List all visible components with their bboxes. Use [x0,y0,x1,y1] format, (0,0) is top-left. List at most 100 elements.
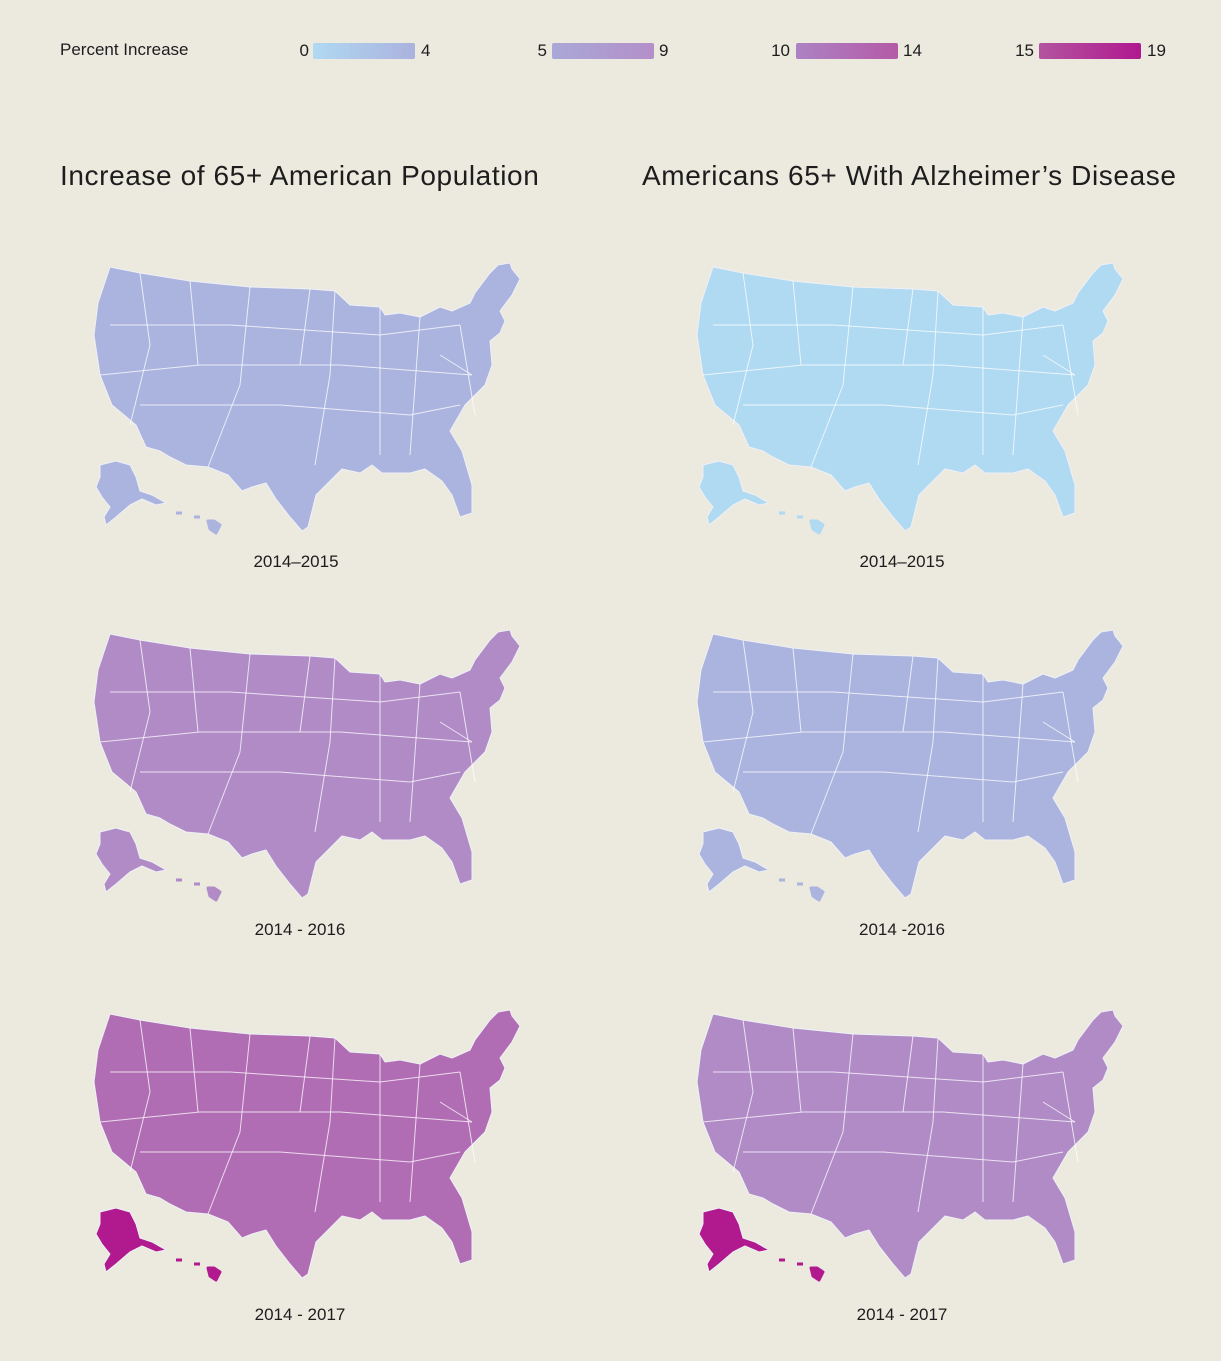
state-border [99,731,473,743]
legend-min: 15 [1015,41,1034,60]
state-border [99,364,473,376]
legend-max: 9 [659,41,669,60]
state-border [459,324,476,416]
state-border [1062,324,1079,416]
state-border [439,721,473,743]
state-border [1012,683,1024,823]
state-border [129,1019,151,1173]
state-border [439,1101,473,1123]
state-border [207,653,251,835]
us-map-svg [696,262,1123,535]
column-title-population: Increase of 65+ American Population [60,160,540,191]
legend-min: 5 [537,41,547,60]
us-map-svg [93,1009,520,1282]
state-border [439,354,473,376]
state-border [732,1019,754,1173]
us-map-population-2017 [80,1002,520,1292]
us-map-population-2016 [80,622,520,912]
state-border [459,1071,476,1163]
period-label: 2014 - 2017 [856,1305,948,1324]
state-border [99,1111,473,1123]
us-map-svg [93,629,520,902]
state-border [129,639,151,793]
lower-48-shape [93,1009,520,1279]
state-border [1042,721,1076,743]
legend-swatch [313,43,415,59]
alaska-shape [95,460,167,526]
state-border [1042,1101,1076,1123]
state-border [189,280,199,366]
state-border [743,404,1064,416]
state-border [917,290,939,466]
alaska-shape [698,827,770,893]
us-map-svg [696,1009,1123,1282]
hawaii-shape [176,511,222,535]
alaska-shape [95,1207,167,1273]
state-border [743,771,1064,783]
alaska-shape [698,460,770,526]
hawaii-shape [779,1258,825,1282]
legend-max: 14 [903,41,922,60]
state-border [189,1027,199,1113]
column-title-alzheimers: Americans 65+ With Alzheimer’s Disease [642,160,1177,191]
state-border [792,280,802,366]
lower-48-shape [93,262,520,532]
state-border [1012,1063,1024,1203]
state-border [792,1027,802,1113]
period-label: 2014–2015 [253,552,339,571]
us-map-alzheimers-2015 [683,255,1123,545]
state-border [314,657,336,833]
period-label: 2014–2015 [859,552,945,571]
state-border [207,286,251,468]
legend-max: 4 [421,41,431,60]
state-border [1012,316,1024,456]
legend-min: 0 [299,41,309,60]
lower-48-shape [696,1009,1123,1279]
state-border [140,404,461,416]
state-border [1042,354,1076,376]
us-map-population-2015 [80,255,520,545]
state-border [792,647,802,733]
state-border [299,288,311,366]
state-border [140,1151,461,1163]
state-border [810,286,854,468]
hawaii-shape [779,511,825,535]
legend-max: 19 [1147,41,1166,60]
state-border [917,657,939,833]
state-border [129,272,151,426]
legend-swatch [552,43,654,59]
legend-swatch [796,43,898,59]
state-border [743,1151,1064,1163]
alaska-shape [698,1207,770,1273]
lower-48-shape [696,262,1123,532]
state-border [902,1035,914,1113]
state-border [732,272,754,426]
state-border [702,1111,1076,1123]
hawaii-shape [779,878,825,902]
state-border [409,683,421,823]
state-border [189,647,199,733]
state-border [207,1033,251,1215]
state-border [702,731,1076,743]
state-border [702,364,1076,376]
us-map-svg [696,629,1123,902]
legend-title: Percent Increase [60,40,189,59]
state-border [299,1035,311,1113]
state-border [1062,1071,1079,1163]
hawaii-shape [176,878,222,902]
us-map-alzheimers-2017 [683,1002,1123,1292]
period-label: 2014 - 2017 [254,1305,346,1324]
alaska-shape [95,827,167,893]
state-border [314,1037,336,1213]
state-border [902,655,914,733]
state-border [810,653,854,835]
state-border [459,691,476,783]
period-label: 2014 -2016 [858,920,946,939]
state-border [732,639,754,793]
state-border [409,316,421,456]
state-border [902,288,914,366]
legend-min: 10 [771,41,790,60]
state-border [140,771,461,783]
state-border [314,290,336,466]
lower-48-shape [696,629,1123,899]
